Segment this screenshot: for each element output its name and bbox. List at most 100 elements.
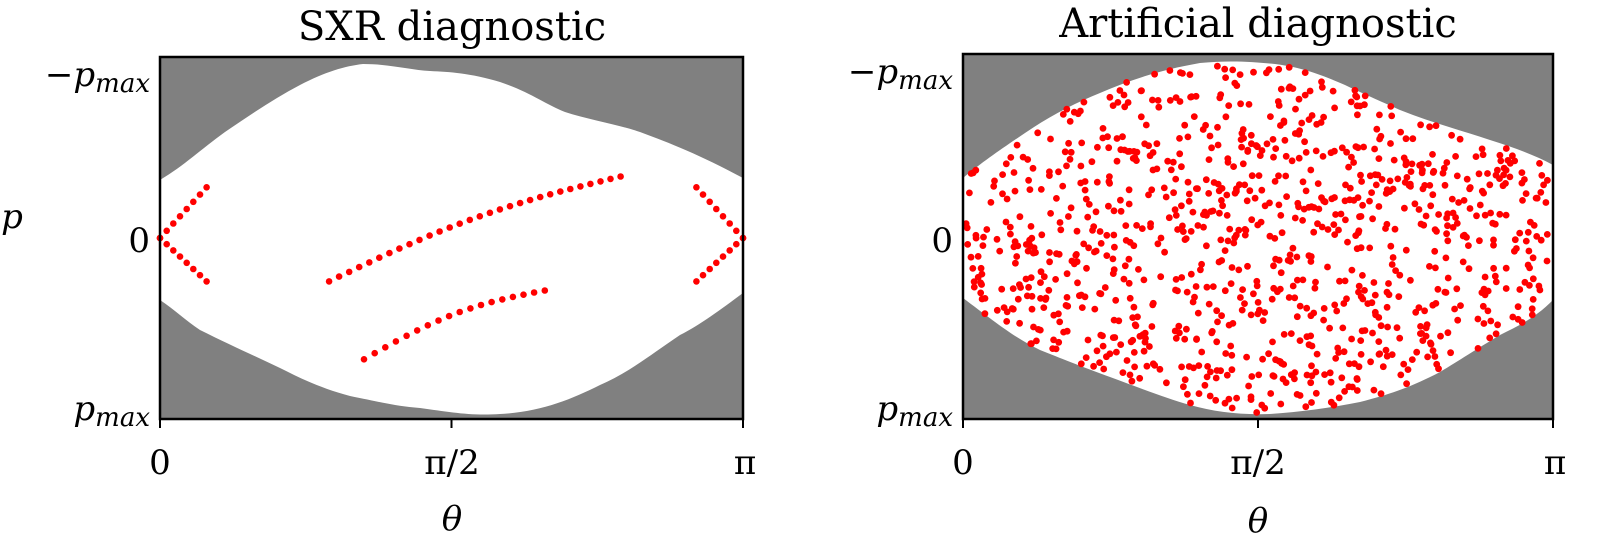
data-point <box>1497 157 1505 165</box>
data-point <box>1091 248 1098 256</box>
data-point <box>1185 197 1193 205</box>
data-point <box>1248 216 1256 224</box>
data-point <box>1388 261 1396 268</box>
data-point <box>1165 214 1173 222</box>
data-point <box>1117 196 1124 204</box>
data-point <box>1543 231 1551 238</box>
data-point <box>1270 284 1278 292</box>
data-point <box>1506 173 1514 181</box>
data-point <box>1418 330 1426 337</box>
data-point <box>1301 69 1309 76</box>
data-point <box>1030 323 1037 331</box>
data-point <box>1218 197 1225 204</box>
data-point <box>1422 212 1430 220</box>
data-point <box>1371 291 1379 299</box>
data-point <box>1528 311 1536 319</box>
data-point <box>1384 323 1391 331</box>
data-point <box>1070 260 1078 268</box>
data-point <box>1117 207 1125 215</box>
data-point <box>1433 360 1441 368</box>
data-point <box>1330 221 1338 229</box>
data-point <box>1125 279 1133 287</box>
data-point <box>1341 277 1349 285</box>
data-point <box>1317 119 1325 126</box>
data-point <box>366 259 373 266</box>
data-point <box>1355 227 1363 235</box>
data-point <box>1247 393 1255 401</box>
data-point <box>1133 148 1141 156</box>
data-point <box>183 259 190 267</box>
data-point <box>1149 301 1157 309</box>
data-point <box>1284 257 1292 264</box>
data-point <box>183 205 190 213</box>
data-point <box>1402 158 1410 166</box>
data-point <box>1389 254 1397 261</box>
data-point <box>445 312 453 320</box>
data-point <box>1370 386 1378 394</box>
data-point <box>1122 222 1130 230</box>
data-point <box>1351 86 1359 94</box>
data-point <box>1063 162 1070 170</box>
data-point <box>1289 244 1297 252</box>
data-point <box>1383 288 1391 296</box>
data-point <box>1189 208 1197 216</box>
data-point <box>1357 351 1365 358</box>
data-point <box>1257 218 1265 226</box>
data-point <box>1287 371 1295 379</box>
data-point <box>1377 322 1385 330</box>
ytick-label-bottom: pmax <box>876 389 953 433</box>
data-point <box>406 240 413 248</box>
data-point <box>1305 341 1313 349</box>
data-point <box>962 220 970 228</box>
y-axis-label: p <box>1 197 23 237</box>
data-point <box>1099 332 1106 340</box>
data-point <box>1140 276 1148 284</box>
data-point <box>1342 181 1349 189</box>
data-point <box>1258 147 1266 154</box>
data-point <box>1109 270 1117 277</box>
data-point <box>1246 187 1254 195</box>
data-point <box>1338 144 1346 152</box>
data-point <box>1192 283 1200 290</box>
data-point <box>1375 314 1383 321</box>
data-point <box>163 240 170 248</box>
data-point <box>1486 334 1494 342</box>
data-point <box>1187 399 1194 407</box>
data-point <box>1299 217 1306 224</box>
data-point <box>1267 113 1274 120</box>
data-point <box>1130 303 1138 311</box>
data-point <box>1055 338 1063 346</box>
data-point <box>1208 328 1216 335</box>
data-point <box>1443 230 1450 238</box>
data-point <box>1101 284 1109 291</box>
data-point <box>1199 126 1207 133</box>
data-point <box>1003 318 1011 325</box>
data-point <box>699 191 707 198</box>
data-point <box>1536 160 1543 167</box>
data-point <box>1222 74 1229 81</box>
data-point <box>1065 139 1072 147</box>
data-point <box>1236 181 1243 189</box>
data-point <box>1236 71 1244 78</box>
data-point <box>1335 226 1342 234</box>
data-point <box>509 293 517 301</box>
data-point <box>1306 87 1314 95</box>
data-point <box>1294 276 1301 284</box>
data-point <box>396 245 403 252</box>
data-point <box>1275 201 1283 209</box>
data-point <box>1156 365 1164 373</box>
data-point <box>1307 166 1315 174</box>
data-point <box>1181 335 1189 343</box>
data-point <box>1349 383 1356 391</box>
data-point <box>1426 263 1433 270</box>
data-point <box>1223 191 1231 199</box>
data-point <box>1537 236 1545 244</box>
data-point <box>1366 172 1374 180</box>
data-point <box>1375 155 1383 163</box>
data-point <box>1353 387 1361 394</box>
data-point <box>1177 69 1184 76</box>
data-point <box>1080 98 1088 106</box>
data-point <box>1194 222 1202 229</box>
data-point <box>1228 404 1236 412</box>
data-point <box>1277 212 1285 219</box>
